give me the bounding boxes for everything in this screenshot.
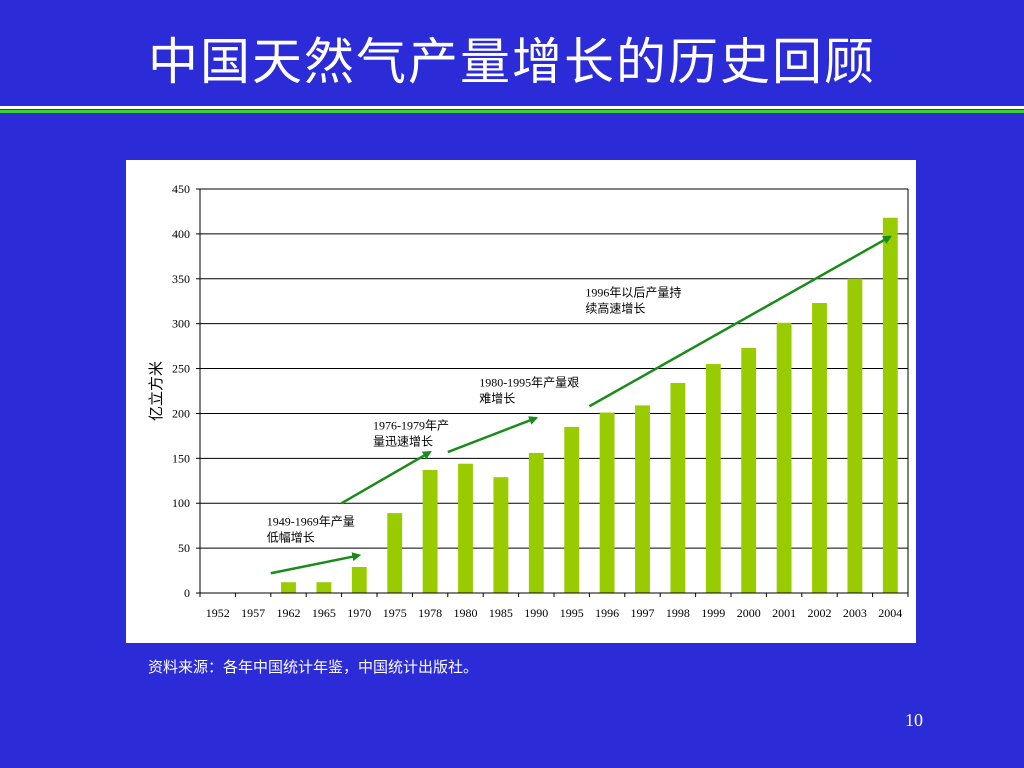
gridlines [200,188,908,549]
x-tick-label: 1952 [206,606,230,620]
bar [741,347,757,593]
x-tick-label: 1962 [277,606,301,620]
x-tick-label: 1970 [347,606,371,620]
trend-arrow [340,450,432,505]
x-tick-label: 1985 [489,606,513,620]
y-axis-label: 亿立方米 [147,361,165,421]
bar [351,566,367,593]
x-tick-label: 1980 [454,606,478,620]
bar [316,582,332,593]
bar [281,582,296,593]
trend-arrow [270,552,362,575]
y-tick-label: 100 [172,496,190,510]
bars [281,217,898,593]
chart-panel: 0 50 100 150 200 250 300 350 400 450 1952 1957 1962 1… [126,160,916,643]
y-tick-label: 200 [172,406,190,420]
bar [635,405,650,593]
x-tick-label: 1975 [383,606,407,620]
x-tick-label: 2001 [772,606,796,620]
y-tick-label: 400 [172,227,190,241]
bar [564,426,580,593]
x-tick-label: 1995 [560,606,584,620]
bar [882,217,898,593]
title-divider-white [0,106,1024,109]
x-tick-label: 1978 [418,606,442,620]
bar [705,364,721,593]
annotation-text: 1949-1969年产量 [267,515,355,529]
bar [493,477,509,593]
y-tick-label: 0 [184,586,190,600]
y-tick-label: 50 [178,541,190,555]
y-tick-label: 300 [172,317,190,331]
x-tick-label: 1998 [666,606,690,620]
trend-arrow [447,416,539,454]
bar [528,452,544,593]
x-tick-label: 1997 [631,606,655,620]
x-tick-label: 2002 [808,606,832,620]
x-tick-label: 2003 [843,606,867,620]
annotation-text: 1996年以后产量持 [585,285,681,300]
bar [776,322,792,593]
slide-title: 中国天然气产量增长的历史回顾 [148,33,876,91]
source-note: 资料来源：各年中国统计年鉴，中国统计出版社。 [148,658,479,676]
annotation-text: 1976-1979年产 [373,419,449,433]
bar [847,278,863,593]
title-divider-green [0,110,1024,113]
annotation-text: 量迅速增长 [373,435,433,449]
x-tick-label: 1999 [701,606,725,620]
x-tick-label: 2004 [878,606,902,620]
bar [387,513,403,593]
y-tick-label: 450 [172,182,190,196]
x-tick-label: 1957 [241,606,265,620]
x-tick-label: 1965 [312,606,336,620]
axes: 0 50 100 150 200 250 300 350 400 450 1952 1957 1962 1… [172,182,909,620]
bar [458,463,473,593]
x-tick-label: 1990 [524,606,548,620]
x-tick-label: 1996 [595,606,619,620]
x-tick-label: 2000 [737,606,761,620]
trend-arrow [588,235,893,408]
y-tick-label: 250 [172,362,190,376]
annotation-text: 难增长 [479,392,515,406]
bar [422,470,438,593]
bar [599,412,615,593]
y-tick-label: 350 [172,272,190,286]
bar [670,382,686,593]
annotation-text: 续高速增长 [585,301,645,316]
annotation-text: 低幅增长 [267,530,315,545]
annotation-text: 1980-1995年产量艰 [479,376,579,390]
bar-chart: 0 50 100 150 200 250 300 350 400 450 1952 1957 1962 1… [147,182,909,620]
y-tick-label: 150 [172,451,190,465]
page-number: 10 [905,710,923,730]
bar [812,303,827,593]
